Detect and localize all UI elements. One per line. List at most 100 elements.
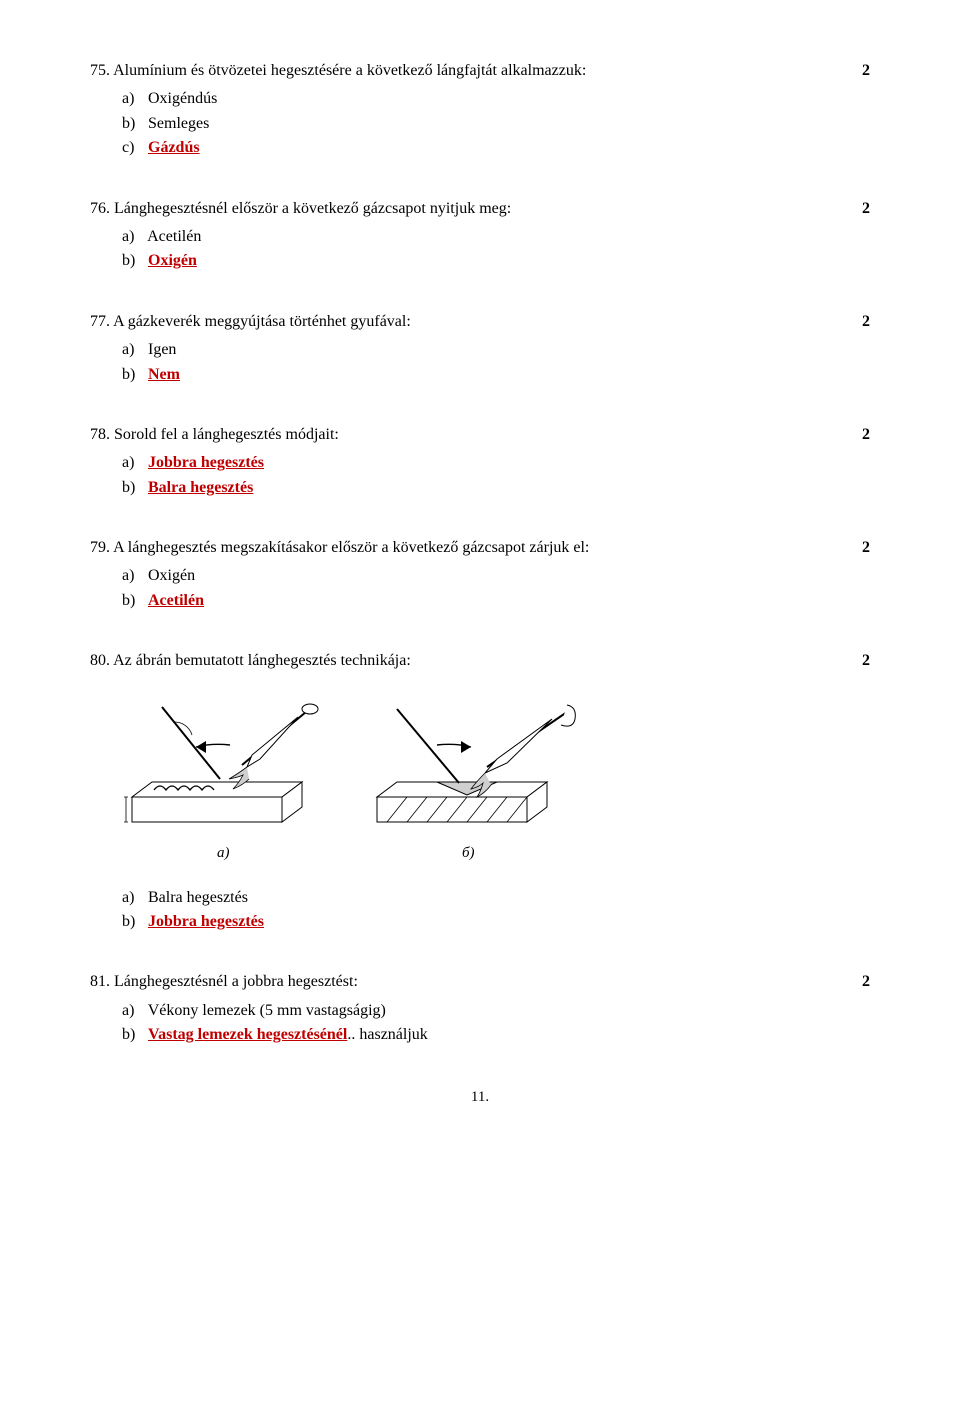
question-row: 80. Az ábrán bemutatott lánghegesztés te… [90, 650, 870, 672]
question-body: A lánghegesztés megszakításakor először … [113, 539, 589, 556]
option-letter: b) [122, 364, 144, 386]
option-b: b) Semleges [122, 113, 870, 135]
option-a: a) Balra hegesztés [122, 887, 870, 909]
option-letter: b) [122, 590, 144, 612]
option-b: b) Nem [122, 364, 870, 386]
option-a: a) Vékony lemezek (5 mm vastagságig) [122, 1000, 870, 1022]
option-text: Balra hegesztés [148, 889, 248, 906]
question-text: 81. Lánghegesztésnél a jobbra hegesztést… [90, 971, 842, 993]
option-text: Igen [148, 341, 176, 358]
option-text: Jobbra hegesztés [148, 454, 264, 471]
options: a) Jobbra hegesztés b) Balra hegesztés [122, 452, 870, 499]
option-text: Semleges [148, 115, 209, 132]
option-a: a) Acetilén [122, 226, 870, 248]
question-body: Lánghegesztésnél először a következő gáz… [114, 200, 511, 217]
question-number: 78. [90, 426, 110, 443]
question-number: 75. [90, 62, 110, 79]
question-78: 78. Sorold fel a lánghegesztés módjait: … [90, 424, 870, 499]
question-text: 75. Alumínium és ötvözetei hegesztésére … [90, 60, 842, 82]
question-body: Lánghegesztésnél a jobbra hegesztést: [114, 973, 358, 990]
question-points: 2 [842, 971, 870, 993]
welding-diagram-svg: a) [122, 687, 582, 867]
option-b: b) Acetilén [122, 590, 870, 612]
question-81: 81. Lánghegesztésnél a jobbra hegesztést… [90, 971, 870, 1046]
question-row: 76. Lánghegesztésnél először a következő… [90, 198, 870, 220]
option-c: c) Gázdús [122, 137, 870, 159]
option-letter: a) [122, 887, 144, 909]
question-number: 81. [90, 973, 110, 990]
option-b: b) Balra hegesztés [122, 477, 870, 499]
question-row: 78. Sorold fel a lánghegesztés módjait: … [90, 424, 870, 446]
option-text: Oxigéndús [148, 90, 217, 107]
option-text: Oxigén [148, 252, 197, 269]
question-points: 2 [842, 60, 870, 82]
options: a) Vékony lemezek (5 mm vastagságig) b) … [122, 1000, 870, 1047]
question-body: Sorold fel a lánghegesztés módjait: [114, 426, 339, 443]
question-number: 80. [90, 652, 110, 669]
option-letter: a) [122, 565, 144, 587]
options: a) Balra hegesztés b) Jobbra hegesztés [122, 887, 870, 934]
question-points: 2 [842, 650, 870, 672]
option-letter: a) [122, 226, 144, 248]
question-77: 77. A gázkeverék meggyújtása történhet g… [90, 311, 870, 386]
option-letter: b) [122, 911, 144, 933]
panel-b-label: б) [462, 845, 475, 861]
option-letter: a) [122, 339, 144, 361]
option-letter: a) [122, 1000, 144, 1022]
option-text: Vastag lemezek hegesztésénél [148, 1026, 347, 1043]
option-a: a) Igen [122, 339, 870, 361]
question-points: 2 [842, 311, 870, 333]
option-letter: c) [122, 137, 144, 159]
question-text: 76. Lánghegesztésnél először a következő… [90, 198, 842, 220]
question-body: A gázkeverék meggyújtása történhet gyufá… [113, 313, 411, 330]
option-text: Jobbra hegesztés [148, 913, 264, 930]
question-body: Az ábrán bemutatott lánghegesztés techni… [113, 652, 411, 669]
question-text: 80. Az ábrán bemutatott lánghegesztés te… [90, 650, 842, 672]
question-80: 80. Az ábrán bemutatott lánghegesztés te… [90, 650, 870, 933]
option-text: Nem [148, 366, 180, 383]
option-text: Acetilén [147, 228, 201, 245]
question-points: 2 [842, 537, 870, 559]
question-row: 81. Lánghegesztésnél a jobbra hegesztést… [90, 971, 870, 993]
question-text: 78. Sorold fel a lánghegesztés módjait: [90, 424, 842, 446]
question-row: 79. A lánghegesztés megszakításakor elős… [90, 537, 870, 559]
option-text: Acetilén [148, 592, 204, 609]
option-a: a) Oxigén [122, 565, 870, 587]
option-letter: b) [122, 113, 144, 135]
question-row: 75. Alumínium és ötvözetei hegesztésére … [90, 60, 870, 82]
question-79: 79. A lánghegesztés megszakításakor elős… [90, 537, 870, 612]
option-text: Gázdús [148, 139, 200, 156]
option-b: b) Vastag lemezek hegesztésénél.. haszná… [122, 1024, 870, 1046]
question-text: 77. A gázkeverék meggyújtása történhet g… [90, 311, 842, 333]
options: a) Oxigén b) Acetilén [122, 565, 870, 612]
options: a) Igen b) Nem [122, 339, 870, 386]
option-b: b) Oxigén [122, 250, 870, 272]
option-text: Vékony lemezek (5 mm vastagságig) [148, 1002, 386, 1019]
page-number: 11. [90, 1087, 870, 1108]
question-76: 76. Lánghegesztésnél először a következő… [90, 198, 870, 273]
option-a: a) Oxigéndús [122, 88, 870, 110]
options: a) Acetilén b) Oxigén [122, 226, 870, 273]
option-text: Oxigén [148, 567, 195, 584]
question-points: 2 [842, 198, 870, 220]
option-b: b) Jobbra hegesztés [122, 911, 870, 933]
question-number: 76. [90, 200, 110, 217]
option-letter: b) [122, 1024, 144, 1046]
option-letter: a) [122, 452, 144, 474]
option-letter: b) [122, 477, 144, 499]
panel-a-label: a) [217, 845, 230, 861]
question-text: 79. A lánghegesztés megszakításakor elős… [90, 537, 842, 559]
option-suffix: .. használjuk [347, 1026, 427, 1043]
welding-diagram: a) [122, 687, 870, 867]
option-a: a) Jobbra hegesztés [122, 452, 870, 474]
question-number: 79. [90, 539, 110, 556]
question-number: 77. [90, 313, 110, 330]
option-text: Balra hegesztés [148, 479, 253, 496]
question-points: 2 [842, 424, 870, 446]
option-letter: a) [122, 88, 144, 110]
option-letter: b) [122, 250, 144, 272]
question-body: Alumínium és ötvözetei hegesztésére a kö… [113, 62, 586, 79]
question-75: 75. Alumínium és ötvözetei hegesztésére … [90, 60, 870, 160]
question-row: 77. A gázkeverék meggyújtása történhet g… [90, 311, 870, 333]
options: a) Oxigéndús b) Semleges c) Gázdús [122, 88, 870, 159]
